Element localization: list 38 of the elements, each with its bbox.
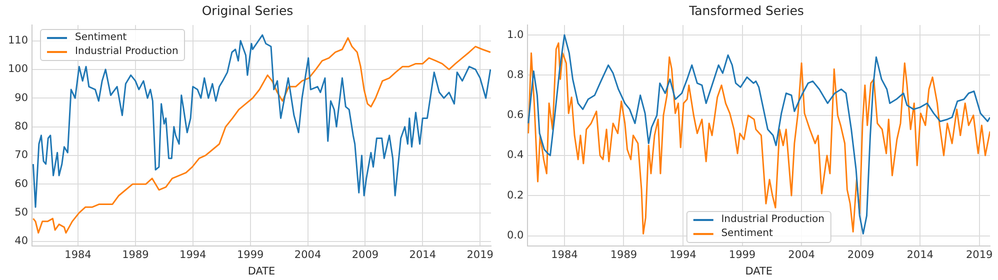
x-tick-label: 2009 xyxy=(847,248,874,261)
x-tick-label: 1989 xyxy=(610,248,638,261)
x-tick-label: 2014 xyxy=(906,248,934,261)
x-tick-label: 1999 xyxy=(236,248,264,261)
x-tick-label: 1989 xyxy=(122,248,149,261)
chart-title: Original Series xyxy=(202,2,294,18)
x-tick-label: 1984 xyxy=(64,248,92,261)
x-tick-label: 2014 xyxy=(409,248,436,261)
x-tick-label: 2004 xyxy=(788,248,816,261)
y-tick-label: 70 xyxy=(14,149,28,162)
y-tick-label: 1.0 xyxy=(506,28,524,41)
legend-label: Sentiment xyxy=(721,226,773,241)
x-axis-title: DATE xyxy=(745,265,773,278)
x-tick-label: 2019 xyxy=(466,248,494,261)
y-tick-label: 0.2 xyxy=(506,189,524,202)
y-tick-label: 60 xyxy=(14,178,28,190)
legend-label: Industrial Production xyxy=(721,212,824,227)
x-tick-label: 2019 xyxy=(966,248,993,261)
x-tick-label: 1999 xyxy=(728,248,756,261)
y-tick-label: 110 xyxy=(8,34,28,47)
x-axis-title: DATE xyxy=(248,265,276,278)
legend-label: Sentiment xyxy=(75,31,127,45)
y-tick-label: 0.0 xyxy=(506,230,524,242)
y-tick-label: 0.8 xyxy=(506,68,524,81)
x-tick-label: 2009 xyxy=(352,248,379,261)
x-tick-label: 1984 xyxy=(551,248,578,261)
legend-label: Industrial Production xyxy=(75,45,178,59)
y-tick-label: 40 xyxy=(14,235,28,248)
x-tick-label: 2004 xyxy=(294,248,322,261)
x-tick-label: 1994 xyxy=(670,248,697,261)
y-tick-label: 100 xyxy=(8,63,28,76)
y-tick-label: 50 xyxy=(14,206,28,219)
x-tick-label: 1994 xyxy=(180,248,207,261)
y-tick-label: 90 xyxy=(14,92,28,104)
chart-title: Tansformed Series xyxy=(688,2,804,18)
y-tick-label: 0.4 xyxy=(506,149,524,162)
y-tick-label: 80 xyxy=(14,120,28,133)
y-tick-label: 0.6 xyxy=(506,109,524,122)
